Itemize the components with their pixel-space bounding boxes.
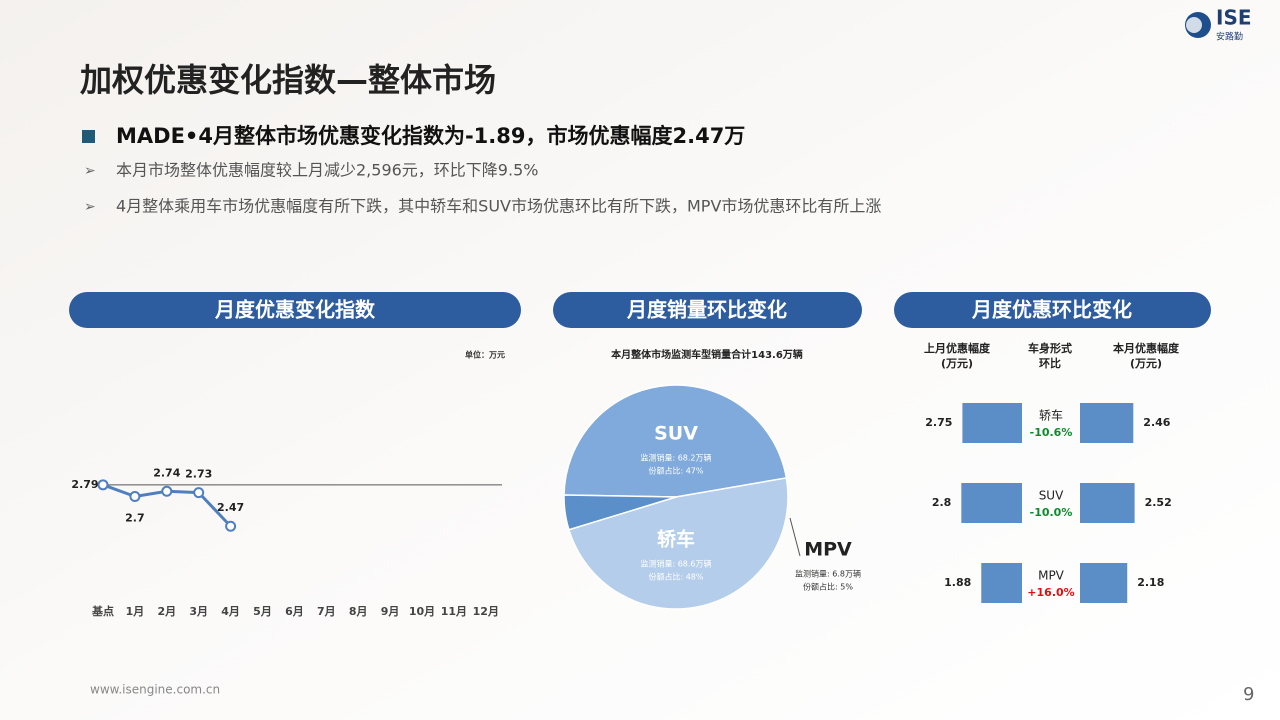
data-label: 2.73 (185, 468, 212, 481)
main-bullet: MADE•4月整体市场优惠变化指数为-1.89，市场优惠幅度2.47万 (116, 124, 745, 148)
value-label: 2.52 (1145, 496, 1172, 509)
column-header: (万元) (941, 357, 973, 370)
value-label: 2.8 (932, 496, 952, 509)
x-tick-label: 4月 (221, 605, 240, 618)
bar (961, 483, 1022, 523)
column-header: 环比 (1039, 356, 1061, 370)
share-label: 份额占比: 48% (648, 572, 703, 582)
pie-slice (563, 494, 677, 531)
point (193, 487, 205, 499)
x-tick-label: 3月 (189, 605, 208, 618)
pie-slice (563, 384, 788, 498)
bar (981, 563, 1022, 603)
change-label: +16.0% (1027, 586, 1074, 599)
panel-header (894, 292, 1211, 328)
x-tick-label: 7月 (317, 605, 336, 618)
chart-title: 本月整体市场监测车型销量合计143.6万辆 (611, 348, 803, 361)
x-tick-label: 12月 (473, 605, 499, 618)
value-label: 2.46 (1143, 416, 1170, 429)
logo-sub: 安路勤 (1216, 31, 1243, 43)
arrow: ➢ (84, 199, 96, 215)
sales-label: 监测销量: 68.6万辆 (640, 559, 711, 569)
point (161, 485, 173, 497)
change-label: -10.0% (1030, 506, 1073, 519)
x-tick-label: 6月 (285, 605, 304, 618)
point (97, 479, 109, 491)
arrow: ➢ (84, 163, 96, 179)
bullet-item: 4月整体乘用车市场优惠幅度有所下跌，其中轿车和SUV市场优惠环比有所下跌，MPV… (116, 197, 881, 216)
bar (962, 403, 1022, 443)
bullet-item: 本月市场整体优惠幅度较上月减少2,596元，环比下降9.5% (116, 161, 538, 180)
x-tick-label: 8月 (349, 605, 368, 618)
category-label: 轿车 (1039, 408, 1063, 423)
column-header: 本月优惠幅度 (1113, 341, 1180, 355)
panel-header (553, 292, 862, 328)
slice-label: MPV (804, 539, 852, 561)
column-header: 上月优惠幅度 (924, 341, 991, 355)
category-label: MPV (1038, 569, 1065, 583)
value-label: 2.18 (1137, 576, 1164, 589)
data-label: 2.74 (153, 466, 180, 479)
x-tick-label: 1月 (126, 605, 145, 618)
sales-label: 监测销量: 6.8万辆 (795, 569, 861, 579)
slice-label: SUV (654, 423, 698, 445)
title: 加权优惠变化指数—整体市场 (80, 61, 496, 99)
share-label: 份额占比: 5% (803, 582, 853, 592)
panel-title: 月度销量环比变化 (626, 298, 787, 322)
bar (1080, 483, 1135, 523)
panel-header (69, 292, 521, 328)
column-header: 车身形式 (1028, 341, 1072, 355)
slice-label: 轿车 (657, 528, 695, 551)
point (225, 520, 237, 532)
change-label: -10.6% (1030, 426, 1073, 439)
data-label: 2.47 (217, 501, 244, 514)
bar (1080, 403, 1134, 443)
point (129, 490, 141, 502)
pie-slice (567, 477, 789, 610)
x-tick-label: 基点 (91, 604, 114, 618)
unit-label: 单位：万元 (465, 350, 505, 360)
bullet-square (82, 130, 95, 143)
footer-url: www.isengine.com.cn (90, 683, 220, 697)
panel-title: 月度优惠环比变化 (971, 298, 1132, 322)
sales-label: 监测销量: 68.2万辆 (640, 453, 711, 463)
page-number: 9 (1243, 684, 1254, 705)
logo-icon (1186, 17, 1202, 33)
value-label: 1.88 (944, 576, 971, 589)
panel-title: 月度优惠变化指数 (214, 298, 376, 322)
x-tick-label: 2月 (157, 605, 176, 618)
value-label: 2.75 (925, 416, 952, 429)
column-header: (万元) (1130, 357, 1162, 370)
logo: ISE (1216, 6, 1252, 30)
bar (1080, 563, 1128, 603)
x-tick-label: 5月 (253, 605, 272, 618)
share-label: 份额占比: 47% (648, 466, 703, 476)
x-tick-label: 11月 (441, 605, 467, 618)
data-label: 2.79 (71, 478, 98, 491)
leader-line (789, 517, 801, 557)
x-tick-label: 9月 (381, 605, 400, 618)
x-tick-label: 10月 (409, 605, 435, 618)
data-label: 2.7 (125, 511, 145, 524)
category-label: SUV (1039, 489, 1064, 503)
